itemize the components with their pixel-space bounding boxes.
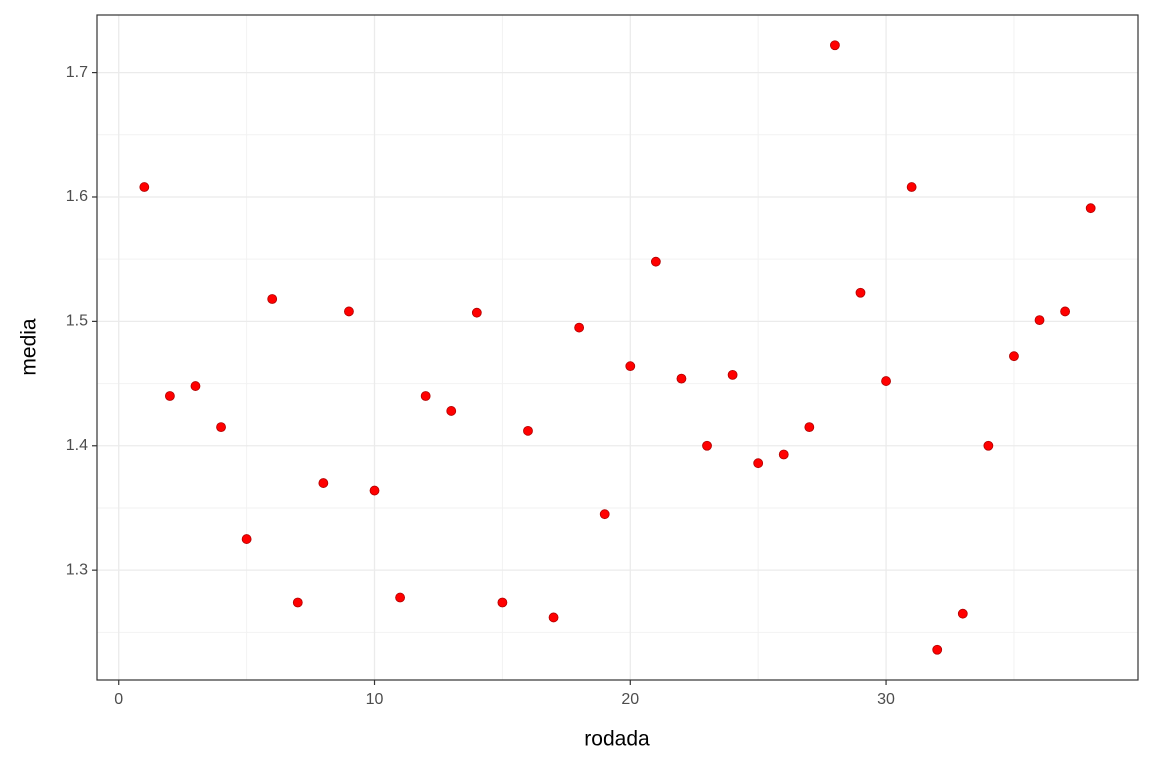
point <box>497 597 508 608</box>
x-tick-label: 30 <box>877 691 895 708</box>
point <box>702 440 712 451</box>
point <box>1009 351 1019 362</box>
x-axis-title: rodada <box>584 728 650 751</box>
y-tick-label: 1.7 <box>66 64 88 81</box>
point <box>574 322 585 333</box>
point <box>164 391 175 401</box>
point <box>241 534 252 544</box>
point <box>446 406 457 416</box>
point <box>369 485 380 496</box>
x-tick-label: 10 <box>366 691 384 708</box>
point <box>778 449 789 460</box>
point <box>932 644 943 655</box>
point <box>139 182 150 192</box>
point <box>1034 315 1045 326</box>
point <box>881 376 891 386</box>
point <box>855 287 866 298</box>
y-tick-label: 1.4 <box>66 437 88 454</box>
point <box>599 509 610 520</box>
point <box>650 256 661 267</box>
x-tick-label: 0 <box>114 691 123 708</box>
point <box>676 373 687 384</box>
x-tick-label: 20 <box>621 691 639 708</box>
point <box>190 381 201 391</box>
point <box>471 307 482 318</box>
point <box>804 422 815 433</box>
point <box>830 40 840 51</box>
y-tick-label: 1.3 <box>66 561 88 578</box>
point <box>983 440 994 451</box>
point <box>395 592 405 603</box>
point <box>267 294 278 304</box>
point <box>625 361 636 372</box>
point <box>420 391 431 401</box>
y-axis-title: media <box>18 318 41 376</box>
y-tick-label: 1.5 <box>66 313 88 330</box>
point <box>523 425 533 436</box>
point <box>216 422 226 433</box>
point <box>1060 306 1071 317</box>
y-tick-label: 1.6 <box>66 188 88 205</box>
panel-border <box>96 14 1139 681</box>
point <box>906 182 917 192</box>
point <box>344 306 354 317</box>
point <box>548 612 559 623</box>
point <box>318 478 329 488</box>
point <box>753 458 764 469</box>
panel <box>97 15 1138 680</box>
point <box>292 597 303 608</box>
point <box>727 369 738 380</box>
point <box>957 608 968 619</box>
point <box>1085 203 1096 214</box>
